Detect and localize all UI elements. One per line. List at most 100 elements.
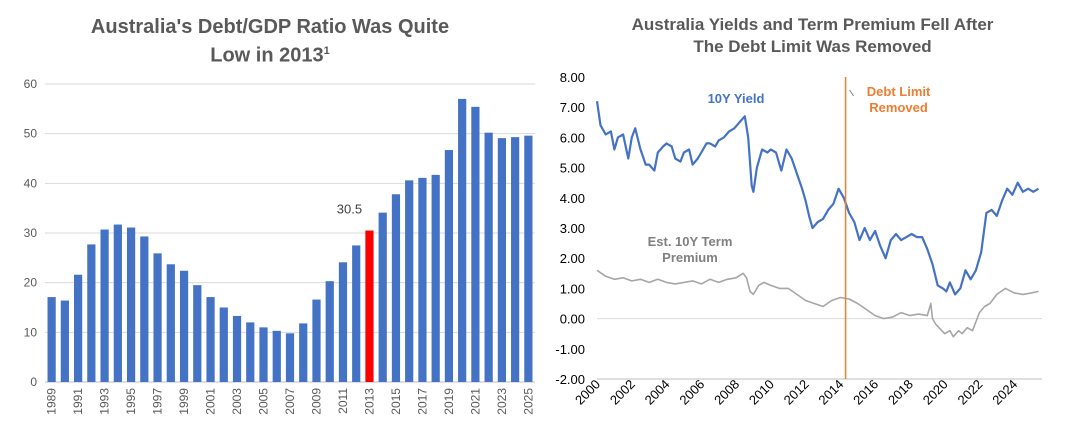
yields-chart-title: Australia Yields and Term Premium Fell A…: [545, 14, 1080, 58]
x-tick-label: 2003: [230, 388, 244, 415]
debt-gdp-chart-panel: Australia's Debt/GDP Ratio Was Quite Low…: [0, 15, 540, 415]
bar-1998: [166, 264, 175, 382]
bar-2007: [285, 333, 295, 382]
x-tick-label: 2011: [336, 388, 350, 414]
bar-2005: [259, 327, 268, 382]
x-tick-label: 2002: [607, 377, 638, 408]
bar-2021: [471, 106, 480, 382]
bar-2001: [206, 297, 215, 382]
y-tick-label: 6.00: [560, 130, 585, 145]
x-tick-label: 2024: [989, 377, 1020, 408]
x-tick-label: 2008: [711, 377, 742, 408]
bar-2000: [193, 285, 202, 382]
bar-2018: [431, 174, 440, 382]
debt-gdp-title-line-2: Low in 20131: [0, 39, 540, 68]
x-tick-label: 1993: [98, 388, 112, 415]
x-tick-label: 1995: [124, 388, 138, 415]
footnote-marker: 1: [323, 45, 330, 57]
x-tick-label: 2010: [746, 377, 777, 408]
x-tick-label: 2021: [468, 388, 482, 415]
y-tick-label: 50: [24, 127, 38, 141]
premium-series-label-line: Est. 10Y Term: [648, 234, 733, 249]
x-tick-label: 2014: [815, 377, 846, 408]
series-term-premium: [596, 269, 1039, 338]
y-tick-label: 0: [30, 375, 37, 389]
bar-2003: [232, 315, 242, 382]
bar-2010: [325, 281, 334, 382]
bar-2025: [524, 135, 533, 382]
y-tick-label: 7.00: [560, 100, 585, 115]
bar-1999: [179, 270, 189, 382]
x-tick-label: 2020: [920, 377, 951, 408]
x-tick-label: 2022: [954, 377, 985, 408]
bar-2019: [444, 150, 454, 382]
x-tick-label: 2007: [283, 388, 297, 415]
y-tick-label: 30: [24, 226, 38, 240]
x-tick-label: 2001: [204, 388, 218, 415]
yields-title-line-1: Australia Yields and Term Premium Fell A…: [631, 15, 994, 34]
bar-1991: [74, 274, 83, 382]
x-tick-label: 2009: [309, 388, 323, 415]
bar-1997: [153, 253, 162, 382]
event-label-line: Debt Limit: [867, 84, 931, 99]
y-tick-label: 1.00: [560, 281, 585, 296]
bar-1989: [47, 297, 56, 382]
y-tick-label: 40: [24, 176, 38, 190]
bar-2013: [365, 230, 374, 382]
y-tick-label: 3.00: [560, 221, 585, 236]
y-tick-label: 10: [24, 325, 38, 339]
x-tick-label: 2004: [642, 377, 673, 408]
bar-2016: [405, 180, 414, 382]
x-tick-label: 2005: [257, 388, 271, 415]
bar-2017: [418, 177, 427, 382]
bar-1994: [113, 224, 122, 382]
x-tick-label: 2019: [442, 388, 456, 415]
x-tick-label: 1999: [177, 388, 191, 415]
debt-gdp-bar-chart: 0 10 20 30 40 50 60 1989 1991 1993 1995 1997 1999 200…: [24, 77, 536, 415]
event-label-line: Removed: [869, 100, 928, 115]
y-tick-label: 4.00: [560, 191, 585, 206]
bar-2006: [272, 330, 281, 382]
yield-series-label: 10Y Yield: [708, 91, 765, 106]
yields-chart-panel: Australia Yields and Term Premium Fell A…: [545, 0, 1080, 431]
x-tick-label: 2016: [850, 377, 881, 408]
event-label-leader: [849, 89, 854, 97]
x-tick-label: 1989: [45, 388, 59, 415]
yields-title-line-2: The Debt Limit Was Removed: [693, 37, 932, 56]
bar-2022: [484, 132, 493, 382]
yields-line-chart: -2.00 -1.00 0.00 1.00 2.00 3.00 4.00 5.00 6.00 7.…: [555, 70, 1042, 408]
bar-2008: [299, 323, 308, 382]
bar-2002: [219, 307, 228, 382]
y-tick-label: 8.00: [560, 70, 585, 85]
x-tick-label: 1997: [151, 388, 165, 415]
bar-2004: [246, 322, 255, 382]
bar-1990: [60, 300, 69, 382]
bar-2024: [511, 137, 520, 382]
bar-2011: [338, 262, 348, 382]
bar-1992: [87, 244, 96, 382]
y-tick-label: 60: [24, 77, 38, 91]
bar-1996: [140, 236, 149, 382]
x-tick-label: 2017: [415, 388, 429, 415]
x-tick-label: 2025: [521, 388, 535, 415]
x-tick-label: 1991: [71, 388, 85, 415]
y-tick-label: 2.00: [560, 251, 585, 266]
x-tick-label: 2018: [885, 377, 916, 408]
bar-2023: [497, 138, 506, 382]
bar-2012: [352, 245, 361, 382]
bar-2020: [458, 98, 467, 383]
bar-1995: [126, 227, 136, 382]
x-tick-label: 2015: [389, 388, 403, 415]
y-tick-label: 0.00: [560, 312, 585, 327]
y-tick-label: 5.00: [560, 161, 585, 176]
x-tick-label: 2023: [495, 388, 509, 415]
debt-gdp-title-line-2-text: Low in 2013: [210, 44, 324, 67]
premium-series-label-line: Premium: [662, 250, 718, 265]
debt-gdp-title-line-1: Australia's Debt/GDP Ratio Was Quite: [90, 16, 450, 38]
x-tick-label: 2006: [676, 377, 707, 408]
x-tick-label: 2013: [362, 388, 376, 415]
bar-2015: [391, 194, 401, 382]
debt-gdp-chart-title: Australia's Debt/GDP Ratio Was Quite Low…: [0, 15, 540, 68]
bar-2009: [312, 299, 321, 382]
bar-1993: [100, 229, 109, 382]
